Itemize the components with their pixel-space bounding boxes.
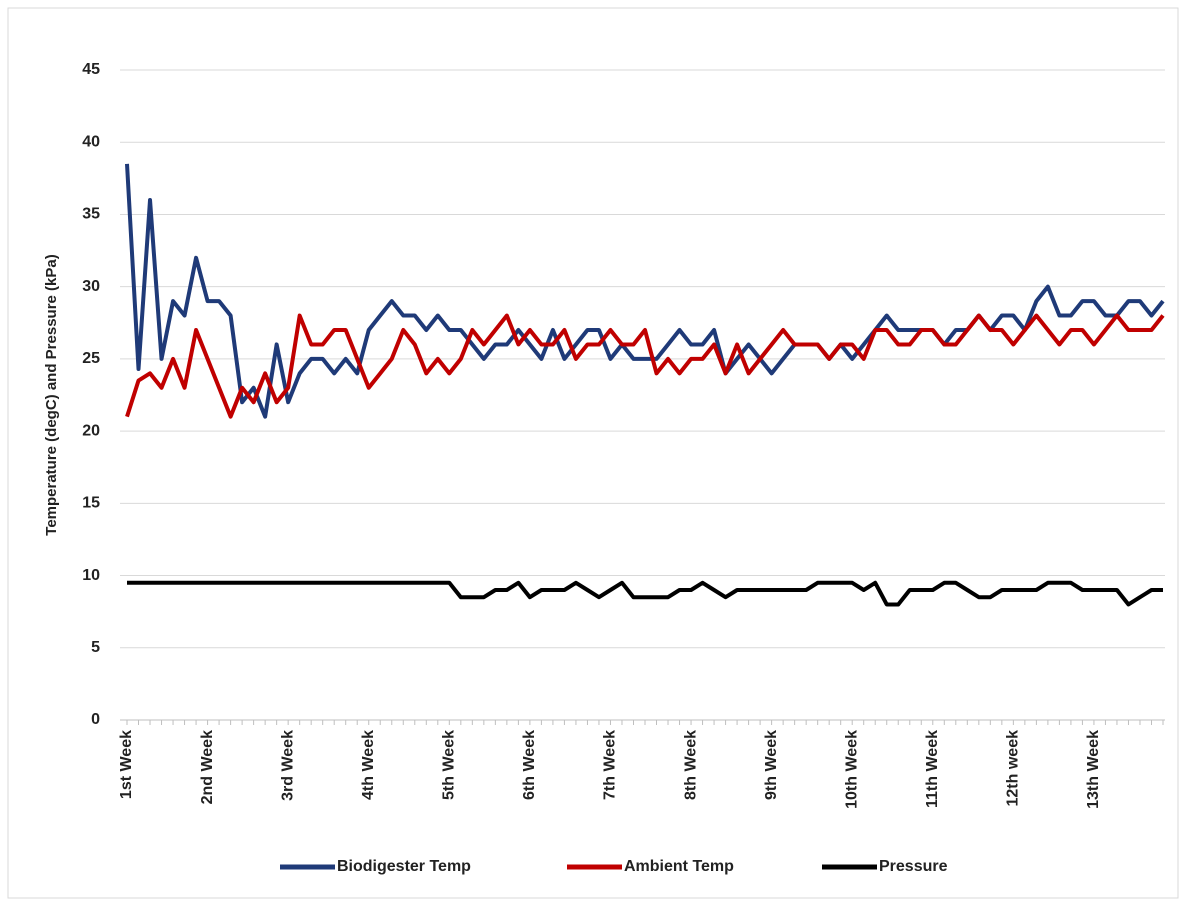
x-tick-label: 8th Week bbox=[682, 730, 699, 800]
series-line bbox=[127, 580, 1163, 607]
y-tick-label: 45 bbox=[82, 61, 100, 78]
y-tick-label: 35 bbox=[82, 206, 100, 223]
x-tick-label: 6th Week bbox=[521, 730, 538, 800]
x-tick-label: 3rd Week bbox=[279, 730, 296, 801]
x-tick-label: 10th Week bbox=[843, 730, 860, 809]
x-tick-label: 5th Week bbox=[441, 730, 458, 800]
x-tick-label: 11th Week bbox=[924, 730, 941, 808]
y-tick-label: 25 bbox=[82, 350, 100, 367]
legend-label: Biodigester Temp bbox=[337, 858, 471, 875]
x-tick-label: 2nd Week bbox=[199, 730, 216, 805]
x-tick-label: 4th Week bbox=[360, 730, 377, 800]
x-tick-label: 1st Week bbox=[118, 730, 135, 799]
x-tick-label: 9th Week bbox=[763, 730, 780, 800]
y-tick-label: 30 bbox=[82, 278, 100, 295]
x-tick-label: 13th Week bbox=[1085, 730, 1102, 809]
y-tick-label: 15 bbox=[82, 495, 100, 512]
y-tick-label: 0 bbox=[91, 711, 100, 728]
y-tick-label: 40 bbox=[82, 133, 100, 150]
legend-label: Pressure bbox=[879, 858, 948, 875]
y-tick-label: 10 bbox=[82, 567, 100, 584]
chart-frame bbox=[7, 7, 1179, 899]
y-tick-label: 20 bbox=[82, 422, 100, 439]
x-tick-label: 12th week bbox=[1005, 730, 1022, 807]
y-axis-title: Temperature (degC) and Pressure (kPa) bbox=[43, 254, 60, 535]
series-line bbox=[125, 313, 1165, 419]
x-tick-label: 7th Week bbox=[602, 730, 619, 800]
y-tick-label: 5 bbox=[91, 639, 100, 656]
legend-label: Ambient Temp bbox=[624, 858, 734, 875]
